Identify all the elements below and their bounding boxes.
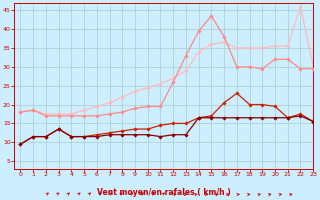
X-axis label: Vent moyen/en rafales ( km/h ): Vent moyen/en rafales ( km/h ) — [97, 188, 230, 197]
